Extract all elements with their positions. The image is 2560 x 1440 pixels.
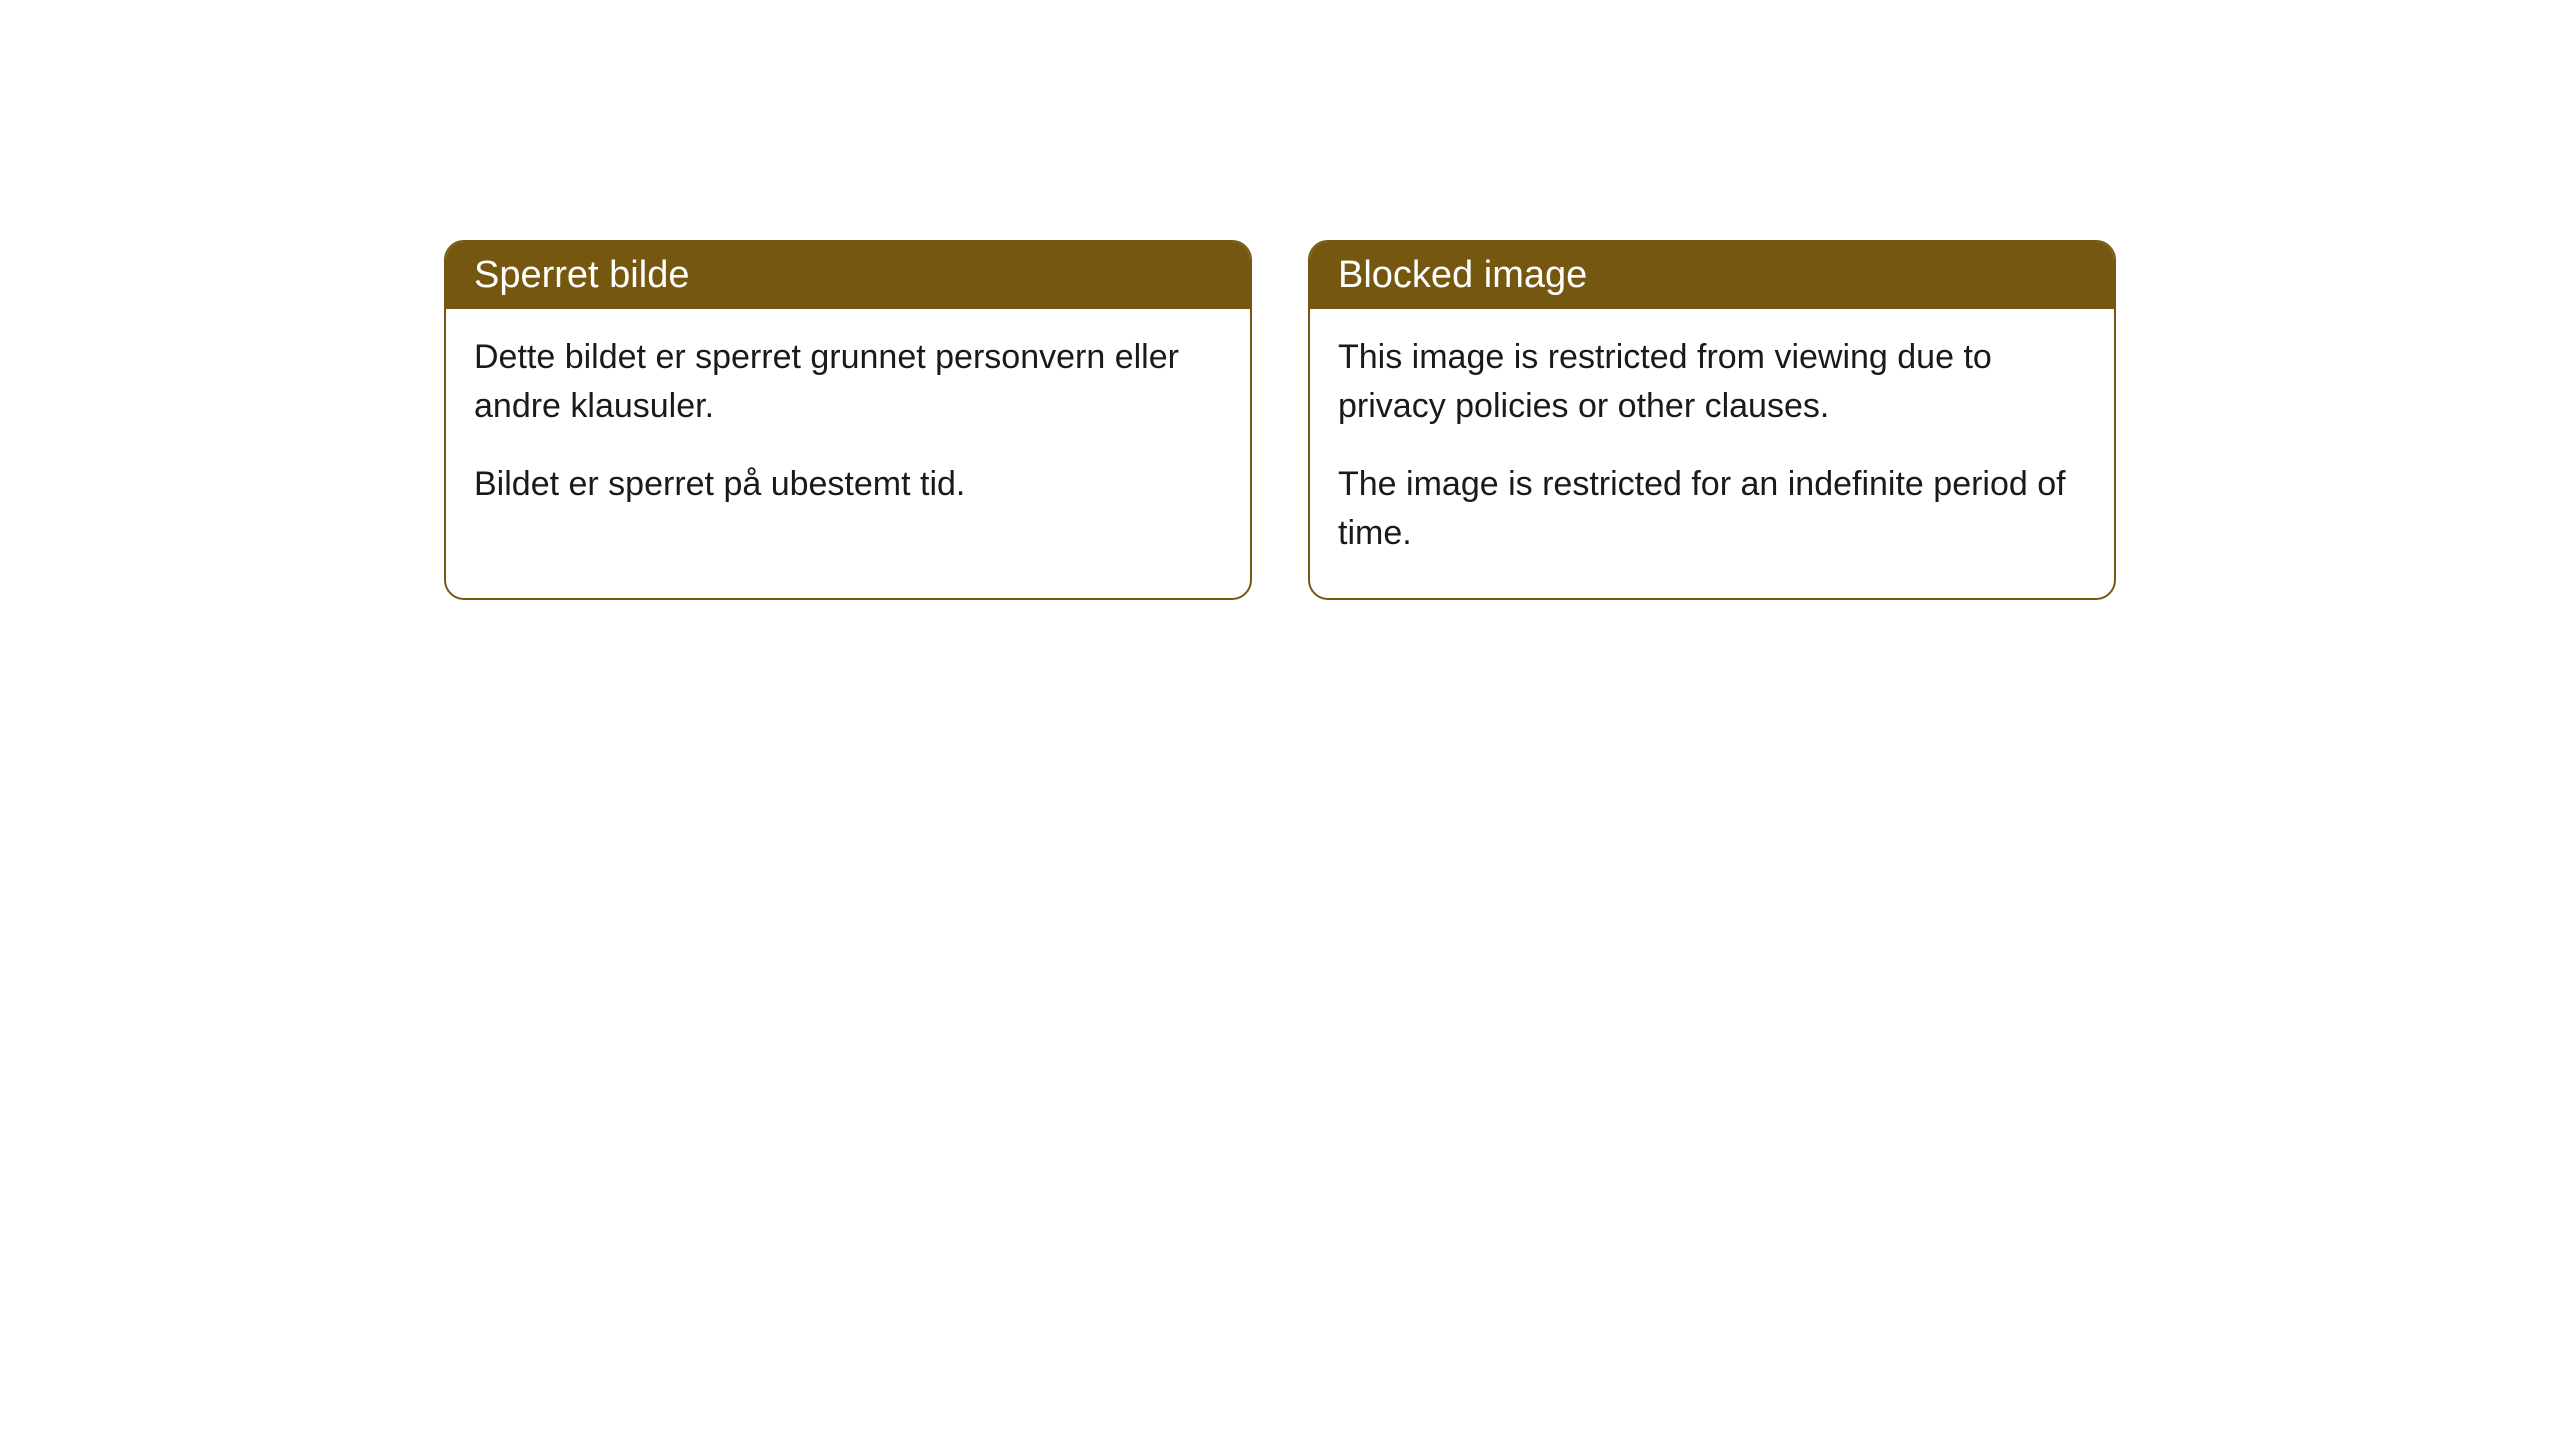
card-body-english: This image is restricted from viewing du… bbox=[1310, 309, 2114, 598]
notice-text-english-reason: This image is restricted from viewing du… bbox=[1338, 333, 2086, 432]
card-body-norwegian: Dette bildet er sperret grunnet personve… bbox=[446, 309, 1250, 549]
notice-card-english: Blocked image This image is restricted f… bbox=[1308, 240, 2116, 600]
notice-text-english-duration: The image is restricted for an indefinit… bbox=[1338, 460, 2086, 559]
card-header-norwegian: Sperret bilde bbox=[446, 242, 1250, 309]
notice-text-norwegian-reason: Dette bildet er sperret grunnet personve… bbox=[474, 333, 1222, 432]
card-header-english: Blocked image bbox=[1310, 242, 2114, 309]
notice-card-norwegian: Sperret bilde Dette bildet er sperret gr… bbox=[444, 240, 1252, 600]
notice-cards-container: Sperret bilde Dette bildet er sperret gr… bbox=[444, 240, 2116, 600]
notice-text-norwegian-duration: Bildet er sperret på ubestemt tid. bbox=[474, 460, 1222, 509]
